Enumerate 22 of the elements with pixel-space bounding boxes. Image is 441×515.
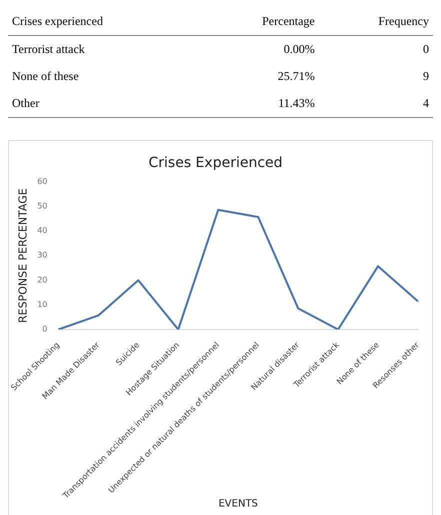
y-tick-label: 10 [37,300,48,309]
text: None of these [11,68,80,85]
y-tick-label: 20 [37,275,48,284]
text: Crises experienced [11,13,104,30]
y-axis-title: RESPONSE PERCENTAGE [16,188,30,324]
chart-title: Crises Experienced [148,155,283,172]
y-tick-label: 30 [37,250,48,260]
text: Frequency [377,13,430,30]
text: 0 [422,41,430,58]
y-tick-label: 60 [37,176,48,186]
text: Percentage [261,13,316,30]
text: 25.71% [276,68,316,85]
text: Other [11,95,40,112]
text: 4 [422,95,430,112]
text: 0.00% [282,41,316,58]
y-tick-label: 50 [37,201,48,210]
y-tick-label: 0 [42,324,48,334]
y-tick-label: 40 [37,226,48,236]
text: 11.43% [277,95,316,112]
text: 9 [422,68,430,85]
x-axis-title: EVENTS [218,498,258,510]
text: Terrorist attack [11,41,86,58]
